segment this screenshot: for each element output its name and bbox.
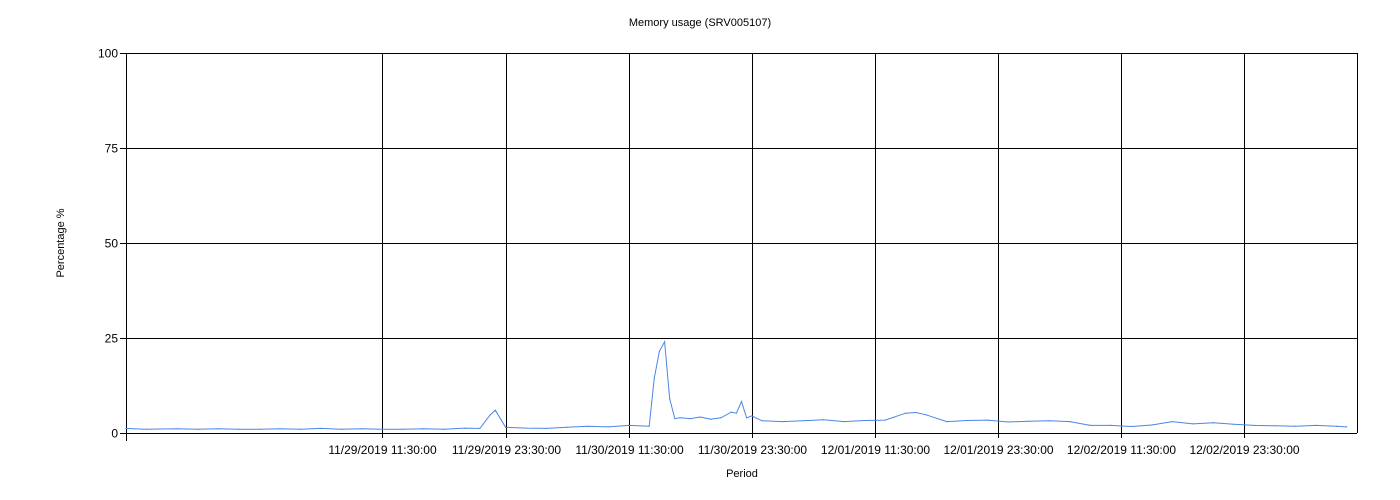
data-point <box>1028 420 1030 422</box>
data-point <box>1151 424 1153 426</box>
data-point <box>422 428 425 430</box>
data-point <box>176 428 178 430</box>
y-tick-label: 100 <box>98 47 118 61</box>
x-tick-label: 11/29/2019 11:30:00 <box>328 443 437 457</box>
y-tick-label: 75 <box>105 142 119 156</box>
data-point <box>1130 425 1132 428</box>
x-tick-label: 12/01/2019 11:30:00 <box>821 443 931 457</box>
data-point <box>546 427 548 429</box>
data-point <box>145 428 148 430</box>
data-point <box>1233 423 1235 425</box>
x-axis-label: Period <box>726 468 758 480</box>
data-point <box>720 417 722 419</box>
x-tick-label: 12/02/2019 11:30:00 <box>1067 443 1177 457</box>
memory-usage-line <box>125 340 1347 430</box>
y-tick-label: 0 <box>111 427 118 441</box>
data-point <box>1089 424 1091 426</box>
data-point <box>1315 424 1317 426</box>
data-point <box>279 428 281 430</box>
grid <box>126 53 1358 433</box>
data-point <box>664 341 666 343</box>
data-point <box>761 420 763 422</box>
data-point <box>1274 425 1276 427</box>
data-point <box>699 416 702 418</box>
data-point <box>1212 422 1214 424</box>
data-point <box>258 428 260 430</box>
data-point <box>781 421 784 423</box>
x-tick-label: 11/30/2019 11:30:00 <box>575 443 684 457</box>
data-point <box>669 398 671 400</box>
data-point <box>566 426 568 428</box>
data-point <box>905 412 907 414</box>
data-point <box>443 428 445 430</box>
x-tick-label: 12/01/2019 23:30:00 <box>943 443 1053 457</box>
y-tick-label: 50 <box>105 237 119 251</box>
x-tick-label: 11/29/2019 23:30:00 <box>452 443 562 457</box>
data-point <box>587 425 589 427</box>
data-point <box>689 418 691 420</box>
data-point <box>884 419 886 421</box>
x-tick-label: 11/30/2019 23:30:00 <box>698 443 808 457</box>
data-point <box>489 414 491 416</box>
data-point <box>1048 420 1050 422</box>
data-point <box>946 421 948 423</box>
y-axis-label: Percentage % <box>55 208 67 277</box>
data-point <box>823 419 825 421</box>
data-point <box>746 417 748 419</box>
data-point <box>1069 421 1071 423</box>
tick-labels: 0 25 50 75 100 11/29/2019 11:30:00 11/29/2019 … <box>98 47 1300 458</box>
data-point <box>658 350 661 352</box>
data-point <box>653 377 655 379</box>
data-point <box>1171 421 1173 423</box>
data-point <box>479 427 481 429</box>
data-point <box>648 425 650 427</box>
data-point <box>915 411 917 414</box>
chart-title: Memory usage (SRV005107) <box>629 17 771 29</box>
data-point <box>299 428 301 430</box>
data-point <box>463 427 466 429</box>
data-point <box>925 414 927 416</box>
data-point <box>1110 424 1112 426</box>
data-point <box>1346 426 1348 428</box>
data-point <box>740 400 743 403</box>
data-point <box>238 428 240 430</box>
data-point <box>966 419 968 422</box>
data-point <box>381 428 384 430</box>
data-point <box>751 415 753 417</box>
data-point <box>320 427 322 429</box>
data-point <box>1335 425 1338 427</box>
y-tick-label: 25 <box>105 332 119 346</box>
data-point <box>1253 424 1255 426</box>
data-point <box>505 426 507 428</box>
data-point <box>674 418 676 420</box>
data-point <box>1007 421 1009 423</box>
data-point <box>843 421 845 423</box>
data-point <box>628 424 630 426</box>
data-point <box>679 417 681 419</box>
data-point <box>125 427 127 429</box>
data-point <box>735 412 738 414</box>
data-point <box>217 428 219 430</box>
series <box>125 340 1348 430</box>
data-point <box>340 428 342 430</box>
data-point <box>710 418 712 420</box>
data-point <box>197 428 199 430</box>
data-point <box>1192 423 1194 425</box>
x-tick-label: 12/02/2019 23:30:00 <box>1189 443 1299 457</box>
data-point <box>864 419 866 422</box>
data-point <box>494 409 496 411</box>
data-point <box>987 419 989 421</box>
data-point <box>1294 425 1297 427</box>
data-point <box>607 426 609 428</box>
data-point <box>525 427 527 429</box>
data-point <box>402 428 404 430</box>
data-point <box>802 420 804 422</box>
axes <box>120 53 1357 441</box>
data-point <box>361 428 363 430</box>
data-point <box>730 411 732 413</box>
